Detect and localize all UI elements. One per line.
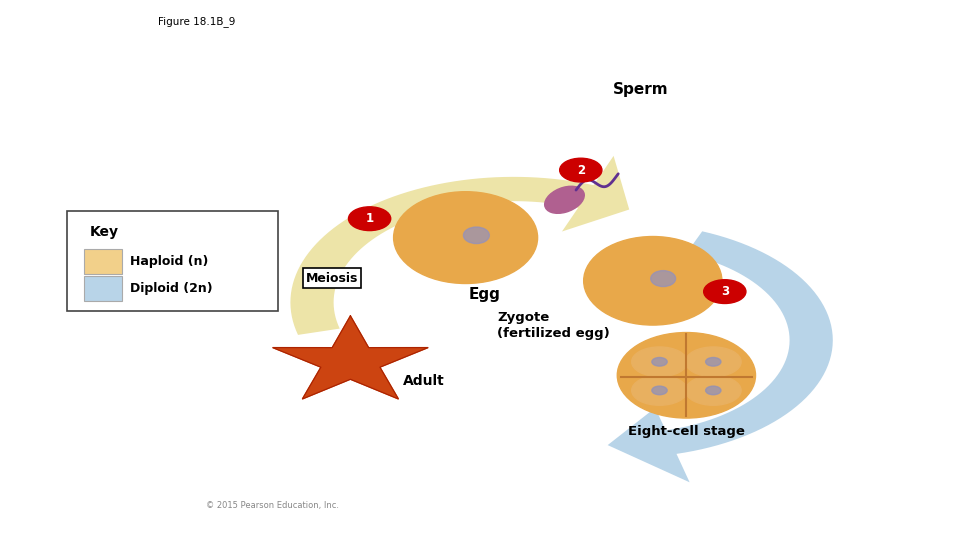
- Polygon shape: [608, 231, 832, 482]
- Ellipse shape: [617, 333, 756, 418]
- Text: Egg: Egg: [468, 287, 500, 302]
- Ellipse shape: [652, 386, 667, 395]
- FancyBboxPatch shape: [84, 276, 122, 301]
- Text: Key: Key: [89, 225, 118, 239]
- Text: Diploid (2n): Diploid (2n): [130, 282, 212, 295]
- Text: Figure 18.1B_9: Figure 18.1B_9: [158, 16, 236, 27]
- Ellipse shape: [464, 227, 490, 244]
- Circle shape: [704, 280, 746, 303]
- Polygon shape: [273, 316, 428, 399]
- Ellipse shape: [632, 347, 687, 377]
- Ellipse shape: [685, 347, 741, 377]
- Ellipse shape: [632, 376, 687, 405]
- Ellipse shape: [706, 386, 721, 395]
- Ellipse shape: [706, 357, 721, 366]
- Text: Haploid (n): Haploid (n): [130, 255, 208, 268]
- Text: 3: 3: [721, 285, 729, 298]
- FancyBboxPatch shape: [84, 249, 122, 274]
- Text: Zygote
(fertilized egg): Zygote (fertilized egg): [497, 310, 610, 340]
- Circle shape: [560, 158, 602, 182]
- Ellipse shape: [394, 192, 538, 284]
- Ellipse shape: [685, 376, 741, 405]
- Text: Adult: Adult: [403, 374, 444, 388]
- FancyBboxPatch shape: [67, 211, 278, 310]
- Ellipse shape: [544, 186, 585, 213]
- Text: Sperm: Sperm: [612, 82, 668, 97]
- Text: 1: 1: [366, 212, 373, 225]
- Text: © 2015 Pearson Education, Inc.: © 2015 Pearson Education, Inc.: [206, 501, 340, 510]
- Text: 2: 2: [577, 164, 585, 177]
- Polygon shape: [291, 156, 629, 335]
- Ellipse shape: [652, 357, 667, 366]
- Text: Eight-cell stage: Eight-cell stage: [628, 426, 745, 438]
- Circle shape: [348, 207, 391, 231]
- Ellipse shape: [584, 237, 722, 325]
- Text: Meiosis: Meiosis: [306, 272, 358, 285]
- Ellipse shape: [651, 271, 676, 287]
